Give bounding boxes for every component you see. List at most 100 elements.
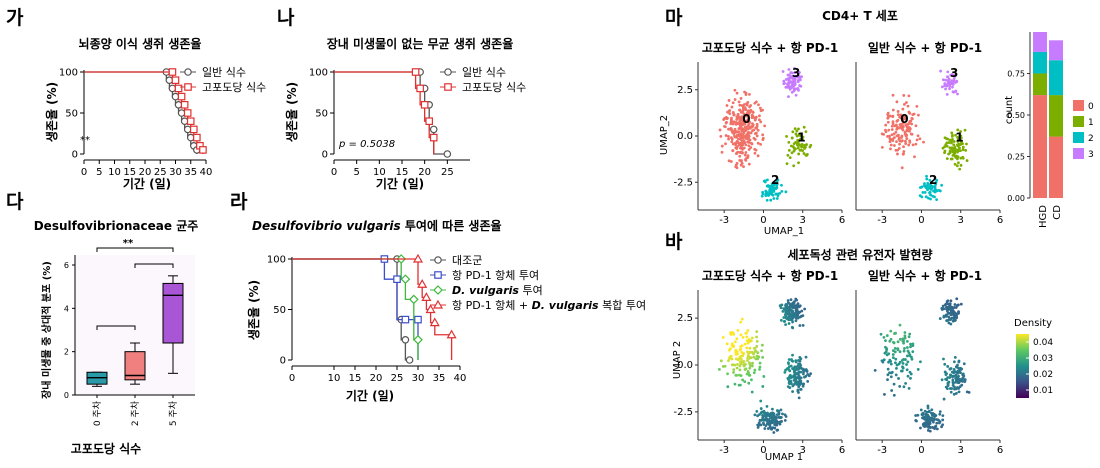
ba-cell-point xyxy=(779,420,783,424)
ma-cell-point xyxy=(907,110,911,114)
ma-cell-point xyxy=(925,177,929,181)
ma-cell-point xyxy=(736,122,740,126)
na-ylabel: 생존율 (%) xyxy=(284,82,299,142)
ba-cell-point xyxy=(761,385,765,388)
ma-cell-point xyxy=(798,137,802,141)
ba-cell-point xyxy=(777,416,781,419)
ba-cell-point xyxy=(953,370,957,373)
ma-cell-point xyxy=(958,167,962,171)
ma-cell-point xyxy=(729,160,733,163)
ba-cell-point xyxy=(889,362,893,366)
ma-cell-point xyxy=(888,114,892,118)
ba-cell-point xyxy=(741,378,745,382)
da-ylabel: 장내 미생물 중 상대적 분포 (%) xyxy=(40,261,53,399)
ba-cell-point xyxy=(886,367,890,371)
ba-cell-point xyxy=(886,373,890,377)
ma-cell-point xyxy=(790,84,794,87)
ba-cell-point xyxy=(885,347,889,351)
ma-bar-segment xyxy=(1049,60,1063,96)
ba-cell-point xyxy=(931,420,935,424)
ma-cell-point xyxy=(908,129,911,133)
ma-cell-point xyxy=(739,116,743,119)
ma-cell-point xyxy=(904,139,907,143)
na-xlabel: 기간 (일) xyxy=(376,176,424,191)
ba-cell-point xyxy=(738,360,742,364)
ma-cell-point xyxy=(925,174,928,178)
ga-series-point xyxy=(168,84,177,93)
ma-cell-point xyxy=(907,126,911,129)
ba-cell-point xyxy=(787,368,791,371)
ma-cell-point xyxy=(796,87,800,90)
ba-cell-point xyxy=(757,421,761,425)
ba-cell-point xyxy=(787,378,790,381)
ma-cluster-label: 3 xyxy=(792,66,800,80)
ma-cell-point xyxy=(950,135,954,138)
ba-cell-point xyxy=(750,364,754,368)
ba-cell-point xyxy=(736,363,739,366)
ma-bar-segment xyxy=(1033,32,1047,52)
ga-series-point xyxy=(186,133,195,142)
ba-cell-point xyxy=(908,370,912,374)
da-xtick-label: 2 주차 xyxy=(129,400,141,426)
ba-cell-point xyxy=(791,375,795,379)
ba-cell-point xyxy=(730,363,734,367)
ma-cell-point xyxy=(740,104,744,107)
ma-cell-point xyxy=(965,159,969,162)
ma-cell-point xyxy=(952,148,956,151)
ga-series-point xyxy=(199,146,207,154)
ma-cell-point xyxy=(739,136,743,140)
na-xtick-label: 10 xyxy=(373,167,386,178)
ba-cell-point xyxy=(943,370,947,374)
ba-cell-point xyxy=(758,365,762,369)
ma-cell-point xyxy=(895,100,899,104)
ma-cell-point xyxy=(744,113,747,117)
ga-ytick-label: 50 xyxy=(65,109,78,120)
ma-cell-point xyxy=(953,145,957,149)
ma-cell-point xyxy=(740,142,744,146)
ma-cell-point xyxy=(798,78,802,82)
ba-cell-point xyxy=(791,390,794,393)
ba-cell-point xyxy=(942,315,946,319)
ma-cell-point xyxy=(738,103,742,107)
ra-legend-label: D. vulgaris 투여 xyxy=(452,284,543,297)
ma-cell-point xyxy=(948,87,951,91)
panel-label-ga: 가 xyxy=(6,7,24,29)
ma-umap0-ytick-label: -2.5 xyxy=(673,177,693,188)
ma-cell-point xyxy=(741,110,745,114)
ra-series-point xyxy=(417,279,428,288)
ba-cell-point xyxy=(948,387,952,390)
ma-cell-point xyxy=(799,84,803,88)
ma-cell-point xyxy=(766,178,769,182)
ba-cell-point xyxy=(894,361,897,365)
ba-cell-point xyxy=(781,309,785,313)
ma-cell-point xyxy=(790,151,794,155)
ma-umap1-xtick-label: 6 xyxy=(997,215,1003,226)
ba-cell-point xyxy=(921,411,925,415)
ma-cell-point xyxy=(894,130,898,134)
ma-cell-point xyxy=(961,148,965,152)
ma-cell-point xyxy=(797,161,800,165)
ba-cell-point xyxy=(727,359,730,363)
ba-cell-point xyxy=(950,305,954,309)
ma-legend-label: 3 xyxy=(1088,150,1094,160)
ma-cell-point xyxy=(931,194,935,198)
na-legend-marker xyxy=(444,83,452,91)
da-xtick-label: 5 주차 xyxy=(167,400,179,426)
ma-cell-point xyxy=(896,118,900,122)
ba-cell-point xyxy=(792,312,796,316)
ba-cell-point xyxy=(938,412,942,416)
ba-cell-point xyxy=(761,416,765,420)
na-series-point xyxy=(429,133,438,142)
ba-cell-point xyxy=(961,372,965,376)
ma-cell-point xyxy=(891,93,895,97)
ma-cell-point xyxy=(731,111,735,115)
ba-umap1-xtick-label: 0 xyxy=(918,445,924,456)
ba-cell-point xyxy=(752,355,756,359)
ma-cell-point xyxy=(947,78,951,81)
ma-cell-point xyxy=(731,149,735,152)
ba-cell-point xyxy=(907,351,911,355)
ma-cell-point xyxy=(738,118,742,122)
ma-cell-point xyxy=(914,142,918,146)
ma-cell-point xyxy=(749,108,753,112)
ma-cell-point xyxy=(800,144,804,148)
